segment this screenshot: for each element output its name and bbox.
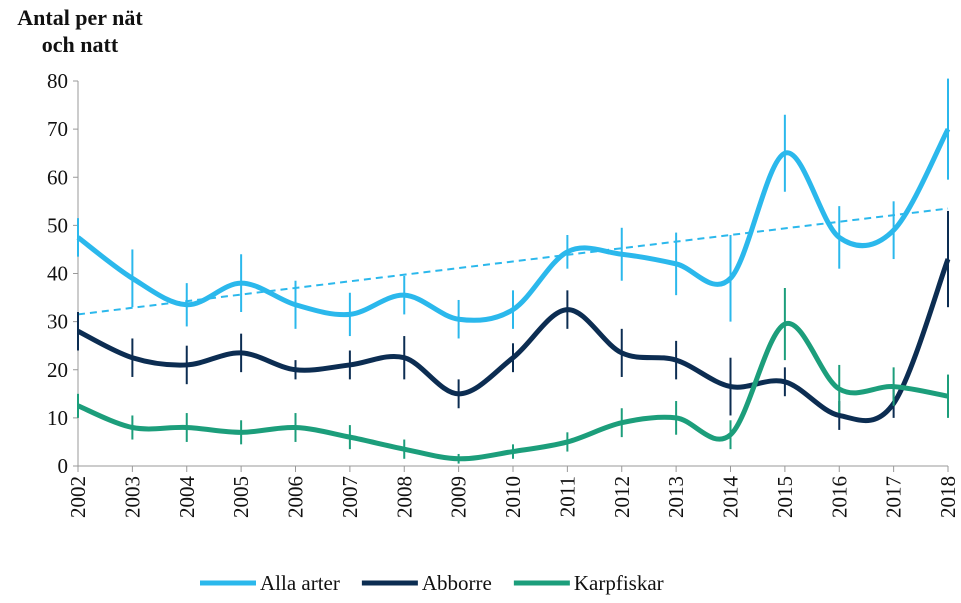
y-tick-label: 70 bbox=[47, 117, 68, 141]
series-line bbox=[76, 258, 951, 424]
x-tick-label: 2008 bbox=[392, 476, 416, 518]
x-tick-label: 2002 bbox=[66, 476, 90, 518]
y-tick-label: 80 bbox=[47, 69, 68, 93]
y-tick-label: 40 bbox=[47, 262, 68, 286]
legend-label: Karpfiskar bbox=[574, 571, 664, 595]
x-tick-label: 2006 bbox=[284, 476, 308, 518]
trend-line bbox=[77, 207, 949, 316]
series-line bbox=[77, 321, 949, 462]
legend-label: Alla arter bbox=[260, 571, 340, 595]
x-tick-label: 2016 bbox=[827, 476, 851, 518]
x-tick-label: 2014 bbox=[719, 476, 743, 519]
y-tick-label: 50 bbox=[47, 213, 68, 237]
x-tick-label: 2009 bbox=[447, 476, 471, 518]
x-tick-label: 2011 bbox=[555, 476, 579, 517]
x-tick-label: 2017 bbox=[882, 476, 906, 518]
legend-label: Abborre bbox=[422, 571, 492, 595]
x-tick-label: 2005 bbox=[229, 476, 253, 518]
x-tick-label: 2004 bbox=[175, 476, 199, 519]
x-tick-label: 2013 bbox=[664, 476, 688, 518]
y-tick-label: 60 bbox=[47, 165, 68, 189]
x-tick-label: 2003 bbox=[120, 476, 144, 518]
x-tick-label: 2007 bbox=[338, 476, 362, 518]
x-tick-label: 2010 bbox=[501, 476, 525, 518]
y-tick-label: 10 bbox=[47, 406, 68, 430]
series-line bbox=[76, 127, 951, 323]
y-axis-title: Antal per nät och natt bbox=[17, 5, 143, 57]
x-tick-label: 2012 bbox=[610, 476, 634, 518]
y-tick-label: 0 bbox=[58, 454, 69, 478]
x-tick-label: 2015 bbox=[773, 476, 797, 518]
y-tick-label: 30 bbox=[47, 310, 68, 334]
x-tick-label: 2018 bbox=[936, 476, 960, 518]
y-tick-label: 20 bbox=[47, 358, 68, 382]
